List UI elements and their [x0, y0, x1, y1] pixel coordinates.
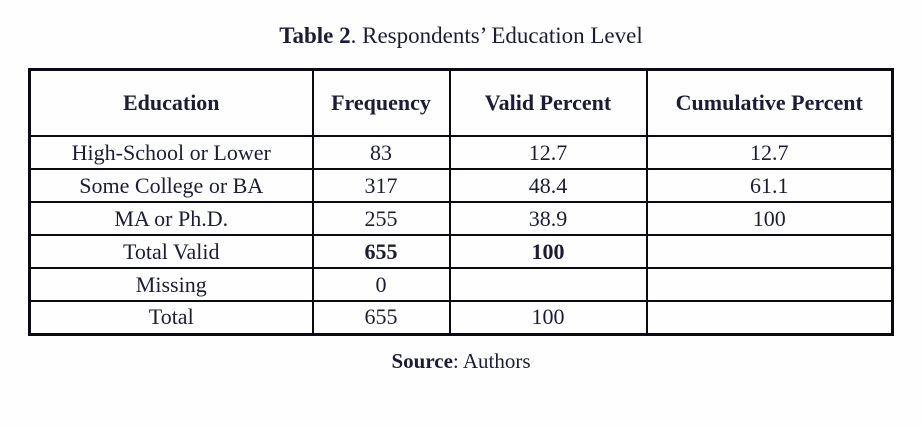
cell-frequency: 0	[311, 267, 451, 303]
cell-cumulative-percent	[645, 300, 894, 336]
cell-frequency: 655	[311, 300, 451, 336]
table-caption: Table 2. Respondents’ Education Level	[0, 22, 922, 50]
header-valid-percent: Valid Percent	[448, 68, 648, 138]
cell-valid-percent: 100	[448, 300, 648, 336]
cell-cumulative-percent: 100	[645, 201, 894, 237]
table-caption-number: Table 2	[279, 23, 351, 48]
header-cumulative-percent: Cumulative Percent	[645, 68, 894, 138]
cell-frequency: 255	[311, 201, 451, 237]
cell-cumulative-percent: 61.1	[645, 168, 894, 204]
cell-education: Total Valid	[28, 234, 314, 270]
header-frequency: Frequency	[311, 68, 451, 138]
header-education: Education	[28, 68, 314, 138]
table-row-total: Total 655 100	[28, 300, 894, 336]
cell-frequency: 83	[311, 135, 451, 171]
cell-valid-percent: 100	[448, 234, 648, 270]
cell-education: High-School or Lower	[28, 135, 314, 171]
cell-education: Total	[28, 300, 314, 336]
cell-education: Missing	[28, 267, 314, 303]
table-caption-text: . Respondents’ Education Level	[350, 23, 643, 48]
cell-cumulative-percent	[645, 234, 894, 270]
source-label: Source	[391, 348, 453, 373]
cell-valid-percent: 38.9	[448, 201, 648, 237]
cell-cumulative-percent	[645, 267, 894, 303]
header-row: Education Frequency Valid Percent Cumula…	[28, 68, 894, 138]
cell-cumulative-percent: 12.7	[645, 135, 894, 171]
source-note: Source: Authors	[0, 349, 922, 374]
cell-education: MA or Ph.D.	[28, 201, 314, 237]
education-table: Education Frequency Valid Percent Cumula…	[28, 67, 894, 336]
table-row-high-school: High-School or Lower 83 12.7 12.7	[28, 135, 894, 171]
table-row-total-valid: Total Valid 655 100	[28, 234, 894, 270]
cell-frequency: 655	[311, 234, 451, 270]
source-text: : Authors	[452, 348, 531, 373]
cell-valid-percent	[448, 267, 648, 303]
cell-frequency: 317	[311, 168, 451, 204]
cell-education: Some College or BA	[28, 168, 314, 204]
table-row-some-college: Some College or BA 317 48.4 61.1	[28, 168, 894, 204]
table-row-ma-phd: MA or Ph.D. 255 38.9 100	[28, 201, 894, 237]
cell-valid-percent: 12.7	[448, 135, 648, 171]
table-row-missing: Missing 0	[28, 267, 894, 303]
cell-valid-percent: 48.4	[448, 168, 648, 204]
